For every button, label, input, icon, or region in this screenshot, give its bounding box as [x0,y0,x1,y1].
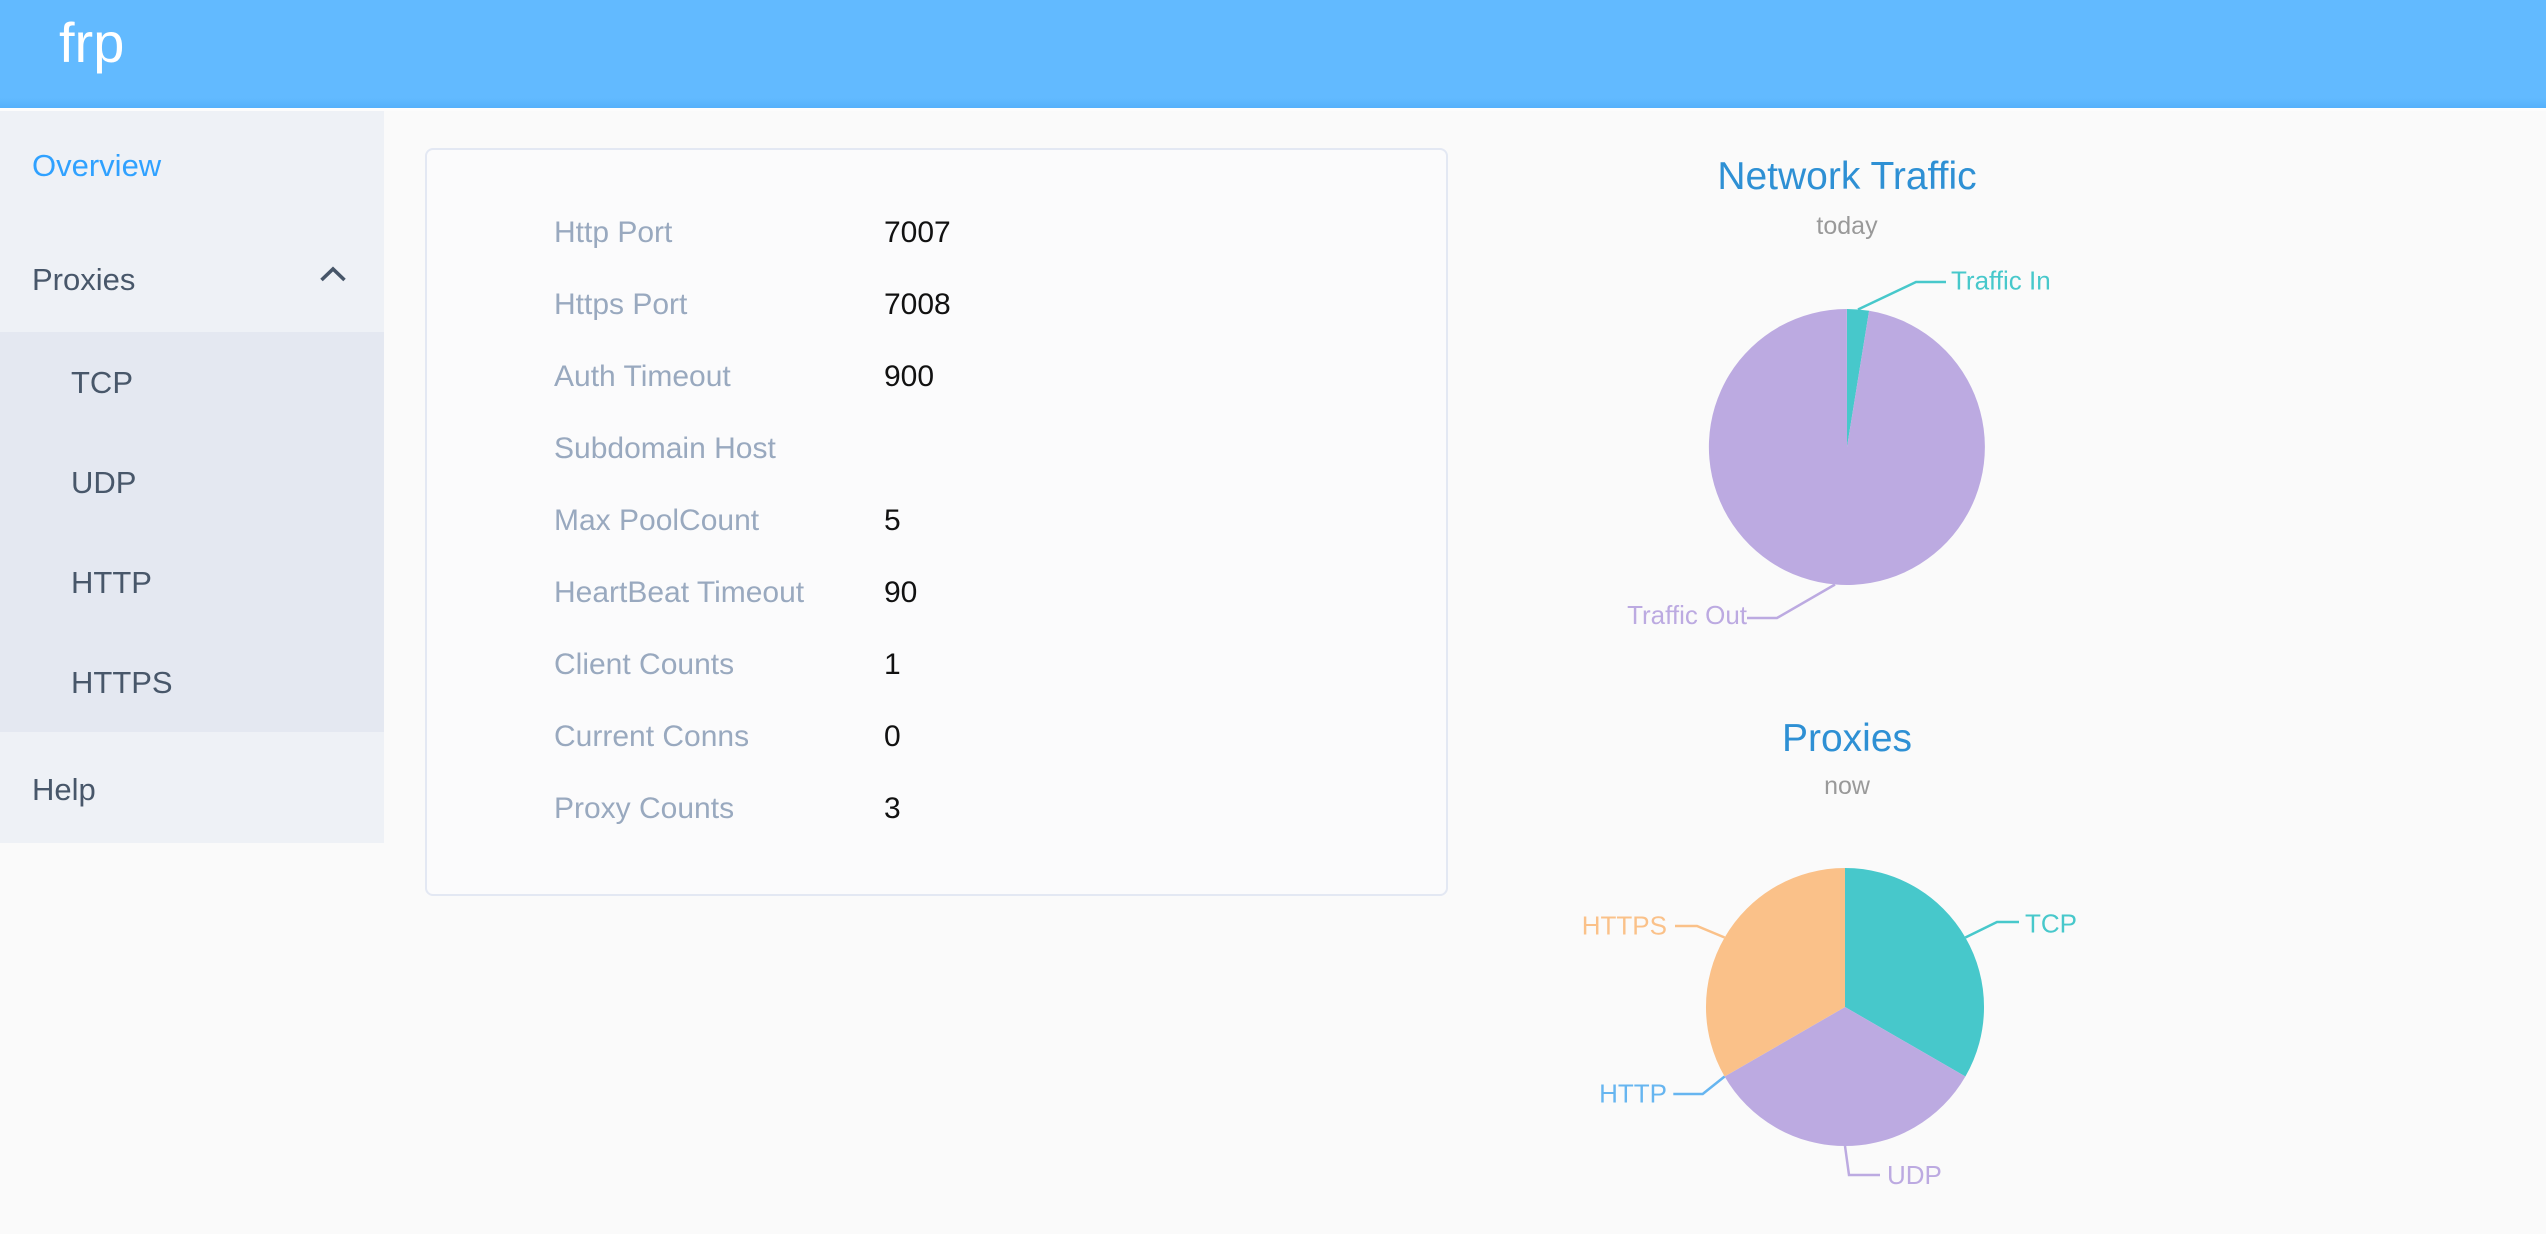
svg-text:TCP: TCP [2025,909,2077,939]
svg-text:HTTP: HTTP [1599,1079,1667,1109]
svg-text:Traffic In: Traffic In [1951,266,2051,296]
svg-text:Proxies: Proxies [1782,717,1912,760]
svg-text:HTTPS: HTTPS [1582,911,1667,941]
svg-text:Traffic Out: Traffic Out [1627,600,1748,630]
svg-text:now: now [1824,772,1871,800]
svg-text:UDP: UDP [1887,1160,1942,1190]
svg-text:today: today [1816,212,1878,240]
svg-text:Network Traffic: Network Traffic [1717,155,1976,198]
